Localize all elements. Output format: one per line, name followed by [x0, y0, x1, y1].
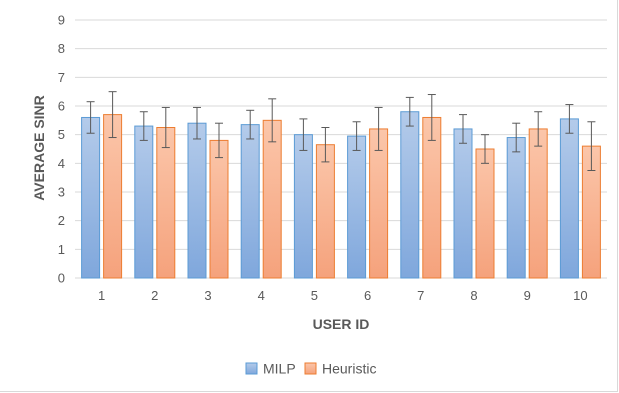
bar-heuristic-user-4 — [262, 119, 282, 279]
bar-heuristic-user-3 — [209, 139, 229, 279]
bar-heuristic-user-7 — [422, 116, 442, 279]
x-tick-label: 8 — [470, 288, 477, 303]
x-axis-ticks: 1 2 3 4 5 6 7 8 9 10 — [98, 288, 588, 303]
bar-milp-user-10 — [559, 118, 579, 279]
gridlines — [75, 19, 607, 279]
bar-milp-user-8 — [453, 128, 473, 279]
legend-swatch-heuristic — [304, 362, 317, 375]
bar-heuristic-user-1 — [103, 114, 123, 279]
bar-milp-user-2 — [134, 125, 154, 279]
y-tick-label: 9 — [58, 13, 65, 28]
bar-milp-user-9 — [506, 137, 526, 279]
bar-heuristic-user-6 — [369, 128, 389, 279]
bar-heuristic-user-5 — [315, 144, 335, 279]
x-tick-label: 6 — [364, 288, 371, 303]
y-tick-label: 8 — [58, 41, 65, 56]
bar-milp-user-4 — [240, 124, 260, 279]
y-tick-label: 6 — [58, 99, 65, 114]
x-tick-label: 7 — [417, 288, 424, 303]
y-tick-label: 5 — [58, 127, 65, 142]
y-tick-label: 1 — [58, 242, 65, 257]
y-tick-label: 2 — [58, 213, 65, 228]
error-bars — [86, 91, 596, 171]
x-tick-label: 3 — [204, 288, 211, 303]
bar-milp-user-7 — [400, 111, 420, 279]
legend: MILP Heuristic — [245, 361, 376, 377]
y-tick-label: 3 — [58, 185, 65, 200]
bar-milp-user-5 — [293, 134, 313, 279]
x-tick-label: 4 — [258, 288, 265, 303]
y-tick-label: 4 — [58, 156, 65, 171]
bars — [81, 111, 601, 279]
x-tick-label: 5 — [311, 288, 318, 303]
bar-milp-user-1 — [81, 116, 101, 279]
legend-label-heuristic: Heuristic — [322, 361, 376, 377]
y-axis-title: AVERAGE SINR — [31, 95, 47, 201]
x-tick-label: 9 — [524, 288, 531, 303]
bar-milp-user-3 — [187, 122, 207, 279]
y-tick-label: 0 — [58, 271, 65, 286]
legend-swatch-milp — [245, 362, 258, 375]
x-tick-label: 2 — [151, 288, 158, 303]
bar-milp-user-6 — [347, 135, 367, 279]
legend-label-milp: MILP — [263, 361, 296, 377]
x-tick-label: 10 — [573, 288, 587, 303]
x-axis-title: USER ID — [313, 316, 370, 332]
x-tick-label: 1 — [98, 288, 105, 303]
bar-heuristic-user-9 — [528, 128, 548, 279]
y-tick-label: 7 — [58, 70, 65, 85]
y-axis-ticks: 0 1 2 3 4 5 6 7 8 9 — [58, 13, 65, 286]
bar-heuristic-user-2 — [156, 127, 176, 279]
bar-heuristic-user-8 — [475, 148, 495, 279]
